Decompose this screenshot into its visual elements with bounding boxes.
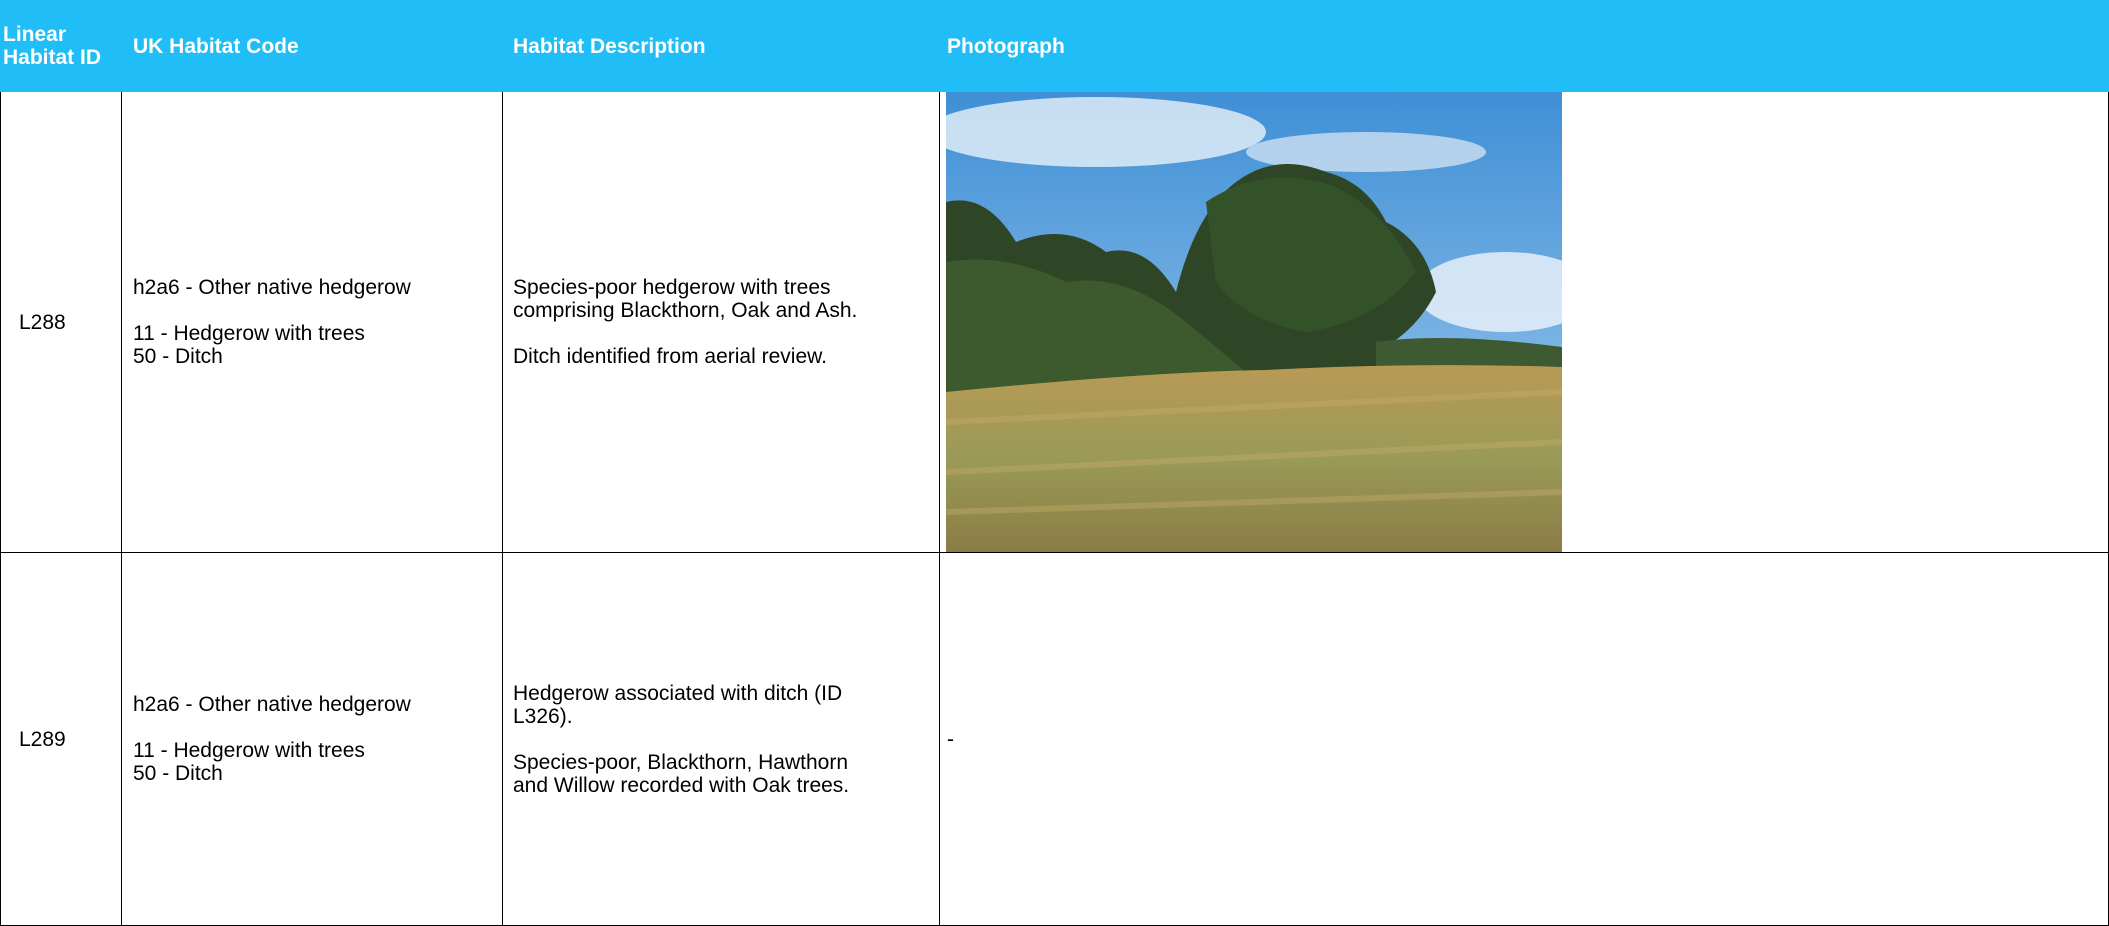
id-cell: L289 — [0, 553, 122, 926]
paragraph: Species-poor hedgerow with trees comprisi… — [513, 276, 939, 322]
paragraph: Species-poor, Blackthorn, Hawthorn and Wi… — [513, 751, 939, 797]
description-cell: Species-poor hedgerow with trees comprisi… — [503, 92, 940, 553]
header-cell: Linear Habitat ID — [0, 0, 122, 92]
paragraph: Ditch identified from aerial review. — [513, 345, 939, 368]
habitat-id: L289 — [19, 727, 66, 751]
photo-placeholder: - — [947, 727, 954, 751]
photo-cell: - — [940, 553, 2109, 926]
text-line: Species-poor, Blackthorn, Hawthorn — [513, 750, 849, 774]
text-line: Ditch identified from aerial review. — [513, 345, 827, 368]
text-line: h2a6 - Other native hedgerow — [133, 276, 411, 299]
text-line: h2a6 - Other native hedgerow — [133, 693, 411, 716]
text-line: Hedgerow associated with ditch (ID — [513, 681, 843, 705]
text-line: and Willow recorded with Oak trees. — [513, 773, 850, 797]
code-cell: h2a6 - Other native hedgerow 11 - Hedgero… — [122, 553, 503, 926]
text-line: Species-poor hedgerow with trees — [513, 276, 831, 299]
paragraph: 11 - Hedgerow with trees 50 - Ditch — [133, 739, 502, 785]
paragraph: 11 - Hedgerow with trees 50 - Ditch — [133, 322, 502, 368]
text-line: 50 - Ditch — [133, 762, 223, 785]
id-cell: L288 — [0, 92, 122, 553]
header-cell: Photograph — [940, 0, 2109, 92]
photo-cell — [940, 92, 2109, 553]
header-cell: UK Habitat Code — [122, 0, 503, 92]
paragraph: h2a6 - Other native hedgerow — [133, 693, 502, 716]
paragraph: h2a6 - Other native hedgerow — [133, 276, 502, 299]
text-line: comprising Blackthorn, Oak and Ash. — [513, 299, 858, 322]
text-line: 50 - Ditch — [133, 345, 223, 368]
code-cell: h2a6 - Other native hedgerow 11 - Hedgero… — [122, 92, 503, 553]
hedgerow-photo — [946, 92, 1562, 553]
header-cell: Habitat Description — [503, 0, 940, 92]
text-line: L326). — [513, 704, 573, 728]
description-cell: Hedgerow associated with ditch (ID L326).… — [503, 553, 940, 926]
text-line: 11 - Hedgerow with trees — [133, 739, 365, 762]
text-line: 11 - Hedgerow with trees — [133, 322, 365, 345]
paragraph: Hedgerow associated with ditch (ID L326). — [513, 682, 939, 728]
habitat-id: L288 — [19, 310, 66, 334]
